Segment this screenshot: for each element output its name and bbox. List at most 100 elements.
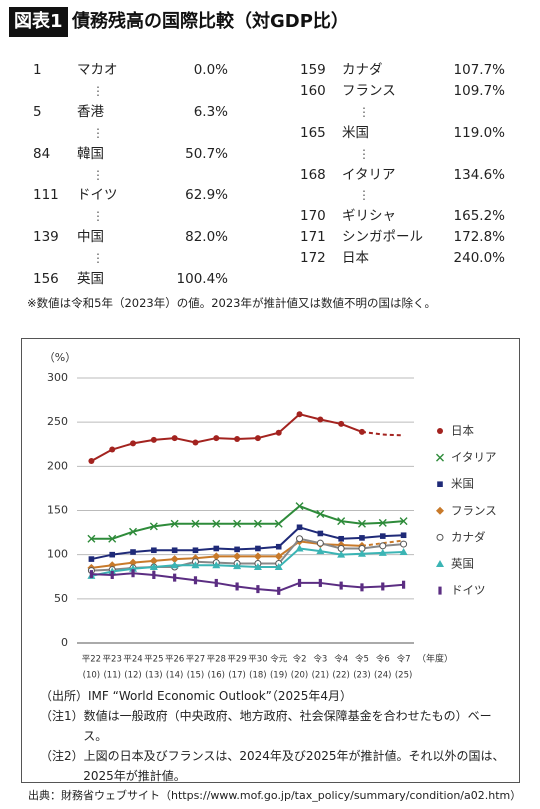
legend-label: フランス <box>451 503 497 517</box>
marker <box>316 510 325 519</box>
ratio: 82.0% <box>185 229 228 246</box>
marker <box>379 533 386 539</box>
rank: 170 <box>300 208 326 225</box>
rank: 171 <box>300 229 326 246</box>
x-tick-sublabel: (20) <box>291 671 308 681</box>
legend-label: ドイツ <box>451 583 486 597</box>
line-segment <box>341 552 363 556</box>
marker <box>399 517 408 526</box>
x-tick-sublabel: (15) <box>187 671 204 681</box>
x-tick-label: 平28 <box>207 655 226 665</box>
marker <box>318 578 322 587</box>
country: 中国 <box>77 229 104 246</box>
marker <box>129 527 138 536</box>
country: 香港 <box>77 103 104 120</box>
line-segment <box>320 418 342 425</box>
y-tick-label: 250 <box>47 415 68 428</box>
marker <box>316 547 325 555</box>
marker <box>109 446 116 453</box>
marker <box>295 502 304 511</box>
ellipsis: ⋮ <box>92 83 104 98</box>
legend-label: 英国 <box>451 557 474 571</box>
marker <box>436 560 444 567</box>
country: カナダ <box>342 62 383 78</box>
line-segment <box>361 521 383 525</box>
x-tick-sublabel: (19) <box>270 671 287 681</box>
marker <box>256 585 260 594</box>
line-segment <box>340 422 363 433</box>
x-tick-label: 令5 <box>355 654 369 665</box>
ratio: 0.0% <box>193 62 228 78</box>
x-tick-sublabel: (25) <box>395 671 412 681</box>
source-line: （出所）IMF “World Economic Outlook”（2025年4月… <box>40 689 353 703</box>
x-tick-label: 令3 <box>313 654 327 665</box>
rank: 165 <box>300 124 326 141</box>
marker <box>254 435 261 442</box>
marker <box>193 576 198 585</box>
line-segment <box>216 564 238 568</box>
marker <box>317 416 324 423</box>
marker <box>296 524 303 531</box>
x-tick-label: 平29 <box>227 655 246 665</box>
marker <box>337 544 345 552</box>
marker <box>173 573 177 582</box>
marker <box>88 458 95 465</box>
marker <box>151 547 157 554</box>
line-segment <box>299 505 321 515</box>
line-segment <box>153 522 175 528</box>
marker <box>110 570 114 579</box>
x-tick-sublabel: (13) <box>145 671 162 681</box>
x-tick-label: 平22 <box>82 655 101 665</box>
ratio: 62.9% <box>185 187 228 204</box>
marker <box>88 556 95 562</box>
ellipsis: ⋮ <box>92 209 104 224</box>
country: ドイツ <box>77 187 118 204</box>
rank: 84 <box>33 145 51 162</box>
marker <box>399 548 408 556</box>
marker <box>191 561 200 569</box>
marker <box>359 535 365 541</box>
rank: 139 <box>33 229 59 246</box>
marker <box>337 550 346 558</box>
line-segment <box>278 547 301 568</box>
marker <box>437 481 443 487</box>
marker <box>212 561 221 569</box>
marker <box>357 549 366 557</box>
header-title: 債務残高の国際比較（対GDP比） <box>72 11 349 32</box>
marker <box>437 428 443 434</box>
line-segment <box>195 437 217 444</box>
marker <box>212 552 221 561</box>
line-segment <box>320 581 342 587</box>
ellipsis: ⋮ <box>358 188 370 203</box>
line-segment <box>237 437 258 440</box>
line-segment <box>382 539 404 545</box>
marker <box>338 420 345 427</box>
y-tick-label: 100 <box>47 548 68 561</box>
rank: 172 <box>300 250 326 267</box>
marker <box>149 563 158 571</box>
marker <box>109 551 116 558</box>
ratio: 134.6% <box>453 166 505 183</box>
ellipsis: ⋮ <box>358 146 370 161</box>
line-segment <box>216 581 238 588</box>
marker <box>214 578 218 587</box>
country: フランス <box>342 82 396 99</box>
marker <box>234 546 240 553</box>
marker <box>436 533 444 541</box>
country: イタリア <box>342 166 396 183</box>
line-segment <box>216 547 238 551</box>
footer: 出典：財務省ウェブサイト（https://www.mof.go.jp/tax_p… <box>28 789 522 802</box>
line-segment <box>382 583 404 588</box>
line-segment <box>278 526 301 548</box>
ellipsis: ⋮ <box>92 125 104 140</box>
marker <box>213 435 220 442</box>
marker <box>274 563 283 571</box>
x-tick-sublabel: (11) <box>103 671 120 681</box>
line-segment <box>299 526 321 535</box>
ratio: 165.2% <box>453 208 505 225</box>
marker <box>357 519 366 528</box>
line-segment <box>361 430 383 436</box>
marker <box>295 544 304 552</box>
line-segment <box>174 437 196 444</box>
legend-label: カナダ <box>451 530 486 544</box>
